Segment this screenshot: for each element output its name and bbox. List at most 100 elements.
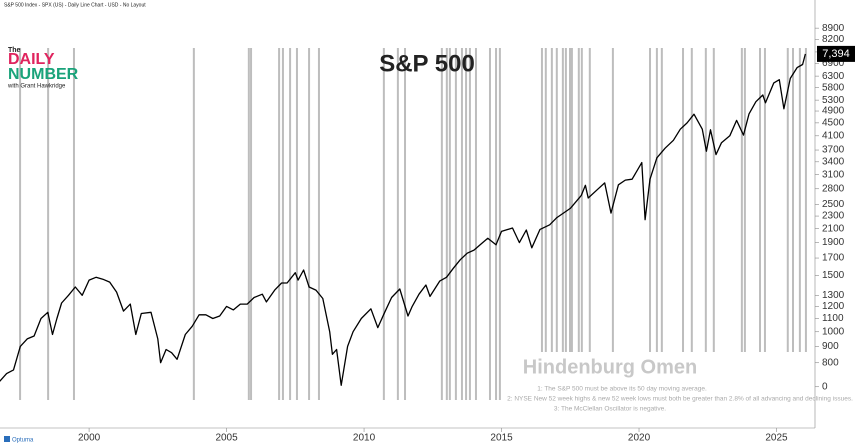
omen-band [561, 48, 564, 352]
y-tick-label: 900 [822, 341, 839, 352]
y-tick-label: 4100 [822, 130, 845, 141]
footer-logo: Optuma [12, 438, 34, 444]
chart-title: S&P 500 [379, 50, 475, 77]
price-line [0, 53, 807, 386]
y-tick-label: 1900 [822, 237, 845, 248]
logo-byline: with Grant Hawkridge [7, 84, 66, 90]
omen-band [281, 48, 284, 400]
omen-band [382, 48, 385, 400]
omen-band [495, 48, 498, 400]
omen-band [47, 48, 50, 400]
omen-band [682, 48, 685, 352]
omen-band [712, 48, 715, 352]
omen-bands [19, 48, 807, 400]
omen-band [19, 48, 22, 400]
y-tick-label: 1700 [822, 253, 845, 264]
omen-band [649, 48, 652, 352]
y-tick-label: 5800 [822, 82, 845, 93]
y-tick-label: 3100 [822, 169, 845, 180]
omen-band [474, 48, 477, 400]
y-tick-label: 5300 [822, 95, 845, 106]
y-tick-label: 8900 [822, 23, 845, 34]
omen-band [250, 48, 253, 400]
x-tick-label: 2000 [78, 433, 101, 444]
logo-top: The [8, 47, 21, 54]
omen-band [704, 48, 707, 352]
omen-band [460, 48, 463, 400]
x-tick-label: 2005 [215, 433, 238, 444]
y-tick-label: 3400 [822, 156, 845, 167]
rule: 1: The S&P 500 must be above its 50 day … [537, 386, 707, 393]
x-tick-label: 2010 [353, 433, 376, 444]
omen-band [759, 48, 762, 352]
logo-line2: NUMBER [8, 66, 79, 83]
omen-band [72, 48, 75, 400]
x-tick-label: 2025 [765, 433, 788, 444]
omen-band [550, 48, 553, 352]
omen-band [247, 48, 250, 400]
omen-band [743, 48, 746, 352]
last-value-box [817, 45, 855, 62]
omen-band [396, 48, 399, 400]
omen-title: Hindenburg Omen [523, 356, 697, 378]
omen-band [488, 48, 491, 400]
omen-band [544, 48, 547, 352]
y-tick-label: 2100 [822, 223, 845, 234]
y-tick-label: 1500 [822, 270, 845, 281]
y-tick-label: 800 [822, 357, 839, 368]
y-tick-label: 2300 [822, 211, 845, 222]
y-tick-label: 1000 [822, 326, 845, 337]
omen-band [763, 48, 766, 352]
omen-band [577, 48, 580, 352]
source-note: S&P 500 Index - SPX (US) - Daily Line Ch… [4, 2, 146, 8]
omen-band [404, 48, 407, 400]
omen-band [465, 48, 468, 400]
y-tick-label: 2800 [822, 183, 845, 194]
y-tick-label: 4900 [822, 106, 845, 117]
omen-band [440, 48, 443, 400]
y-tick-label: 1300 [822, 290, 845, 301]
x-tick-label: 2015 [490, 433, 513, 444]
rule: 3: The McClellan Oscillator is negative. [554, 406, 666, 413]
y-tick-label: 6300 [822, 71, 845, 82]
omen-band [445, 48, 448, 400]
omen-band [655, 48, 658, 352]
omen-band [786, 48, 789, 352]
footer-logo-icon [4, 436, 10, 442]
omen-band [611, 48, 614, 352]
omen-band [569, 48, 572, 352]
omen-band [570, 48, 573, 352]
rule: 2: NYSE New 52 week highs & new 52 week … [507, 396, 853, 403]
omen-band [192, 48, 195, 400]
logo-line1: DAILY [8, 51, 55, 68]
omen-band [454, 48, 457, 400]
omen-band [792, 48, 795, 352]
y-tick-label: 1100 [822, 313, 844, 324]
omen-band [660, 48, 663, 352]
omen-band [798, 48, 801, 352]
omen-band [278, 48, 281, 400]
omen-band [555, 48, 558, 352]
y-tick-label: 3700 [822, 145, 845, 156]
omen-band [690, 48, 693, 352]
omen-band [564, 48, 567, 352]
y-tick-label: 4500 [822, 118, 845, 129]
omen-band [588, 48, 591, 352]
omen-band [580, 48, 583, 352]
omen-band [804, 48, 807, 352]
omen-band [448, 48, 451, 400]
omen-band [308, 48, 311, 400]
y-tick-label: 0 [822, 381, 828, 392]
y-tick-label: 1200 [822, 301, 845, 312]
last-value-label: 7,394 [822, 48, 850, 60]
omen-band [317, 48, 320, 400]
omen-band [289, 48, 292, 400]
y-tick-label: 6900 [822, 58, 845, 69]
omen-band [498, 48, 501, 400]
y-tick-label: 2500 [822, 199, 845, 210]
y-tick-label: 8200 [822, 34, 845, 45]
omen-band [295, 48, 298, 400]
x-tick-label: 2020 [628, 433, 651, 444]
